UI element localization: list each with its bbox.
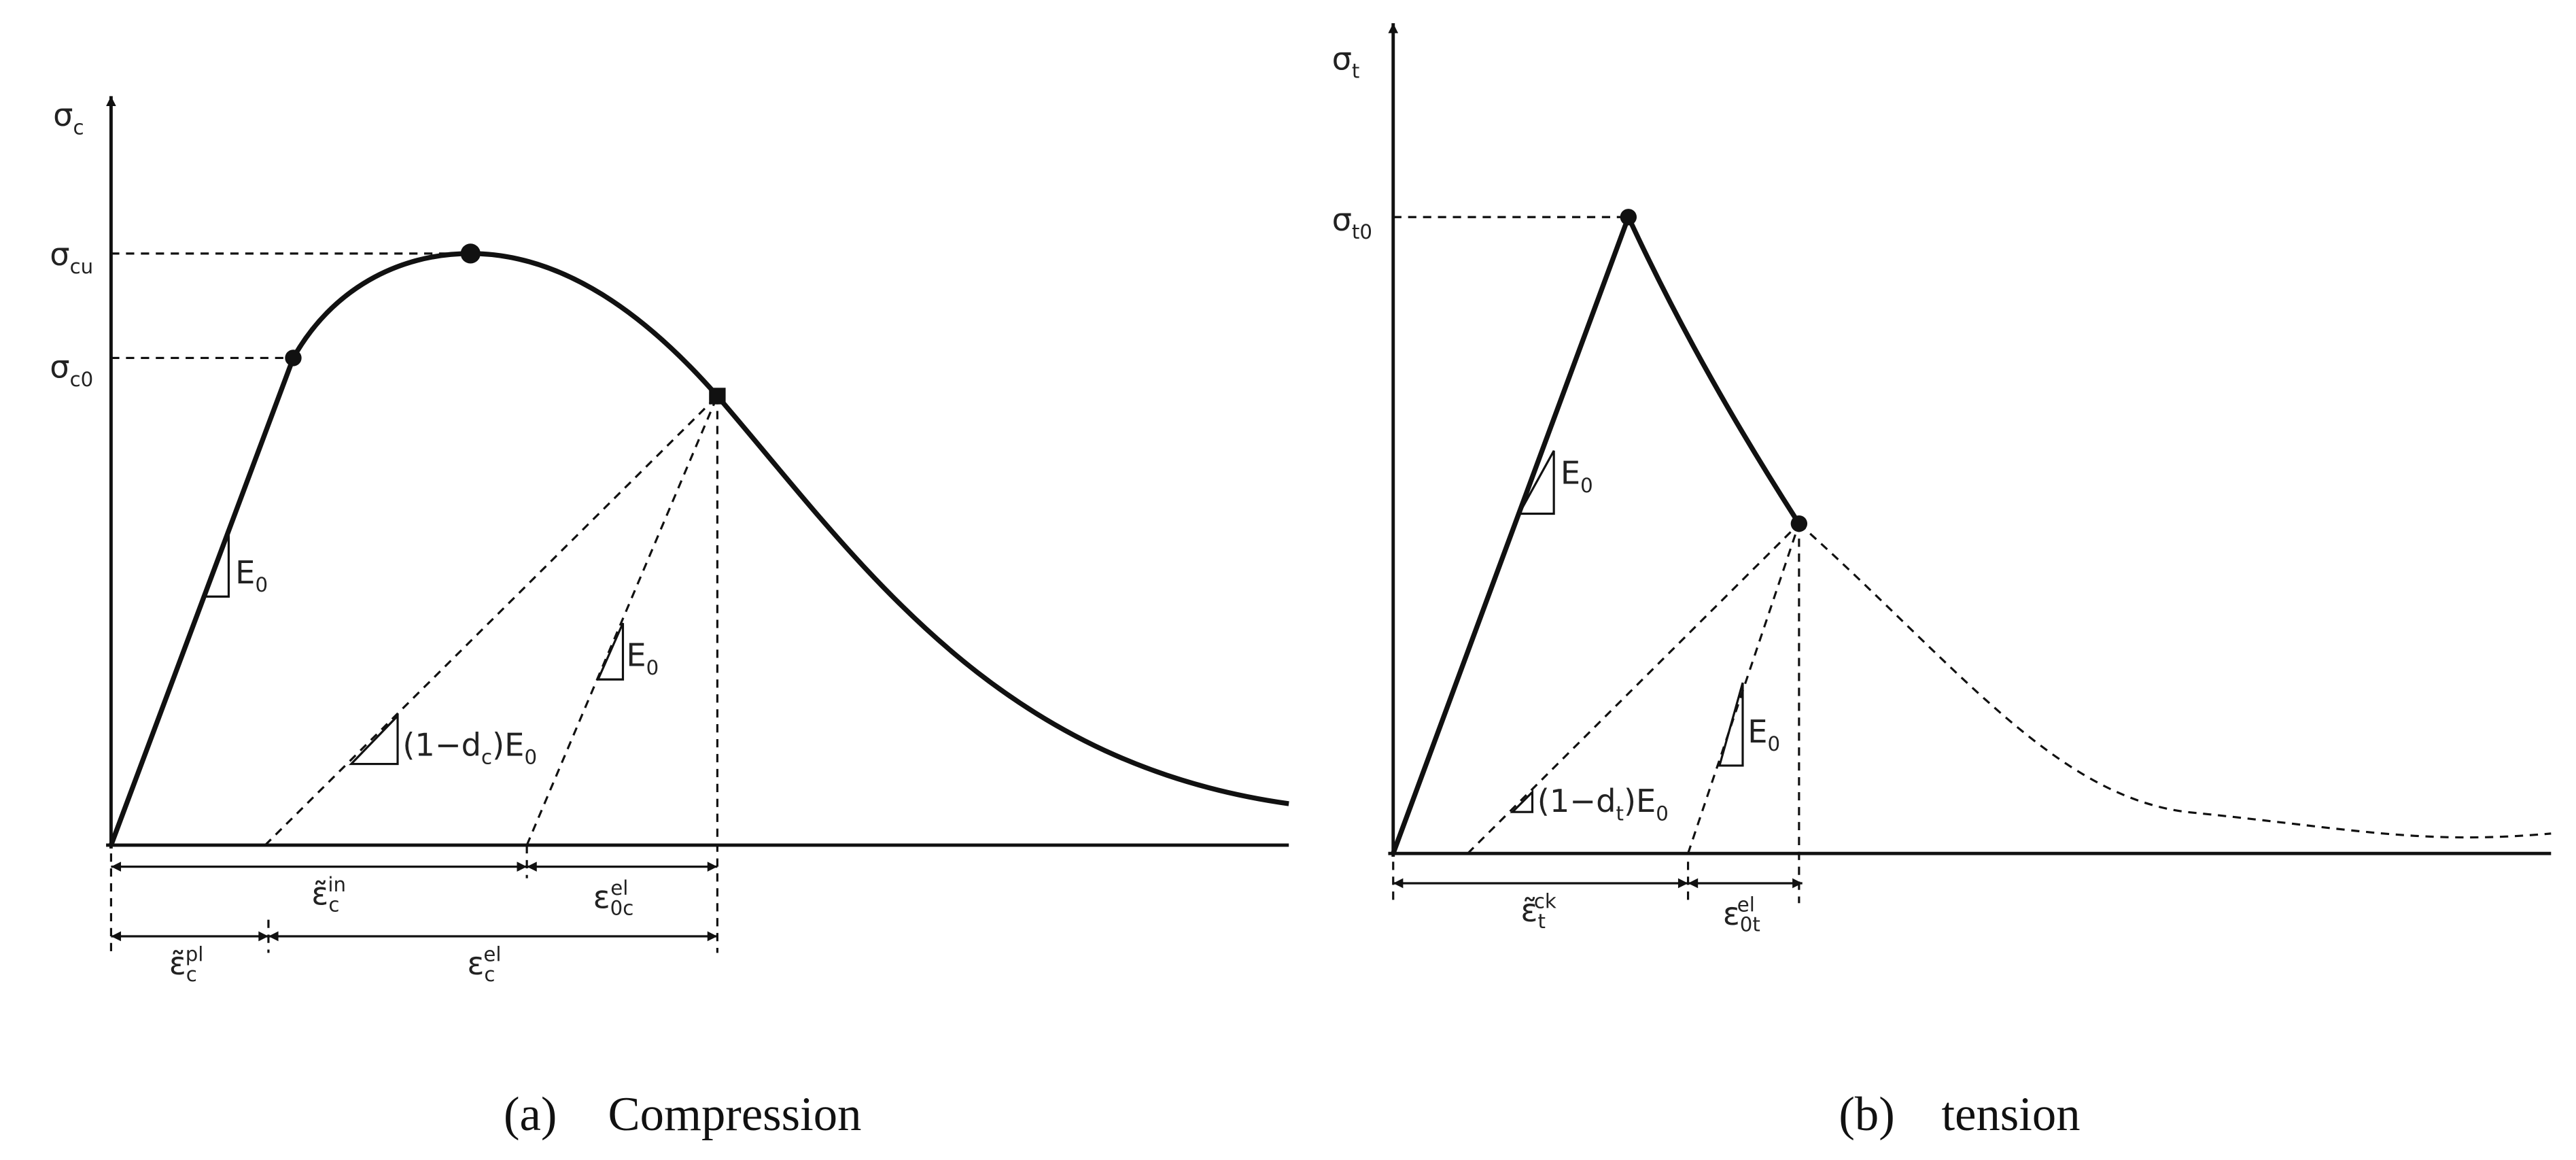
axis-label: σc0 — [50, 349, 93, 391]
unload-line — [1467, 523, 1800, 855]
dimension-label: ε̃tck — [1520, 890, 1556, 933]
slope-triangle — [349, 713, 399, 766]
unload-line — [525, 395, 718, 846]
slope-label: E0 — [1747, 713, 1780, 755]
unload-line — [264, 395, 718, 847]
caption: Compression — [608, 1088, 862, 1141]
slope-label: (1−dc)E0 — [402, 726, 537, 768]
dimension-label: ε̃cpl — [169, 943, 204, 986]
axis-label: σc — [53, 97, 84, 139]
compression-panel: σc σcu σc0 E0 E0 (1−dc)E0 ε̃cin ε0cel ε̃… — [50, 96, 1289, 1141]
point — [460, 243, 481, 264]
caption-tag: (b) — [1839, 1088, 1894, 1141]
point — [1620, 209, 1637, 226]
slope-label: E0 — [235, 554, 268, 596]
axis-label: σt0 — [1332, 201, 1372, 243]
point — [709, 388, 726, 405]
slope-triangle — [204, 530, 230, 598]
slope-triangle — [1517, 450, 1555, 515]
dimension-label: ε̃cin — [311, 873, 346, 916]
slope-label: E0 — [1561, 455, 1593, 497]
stress-curve — [108, 251, 1289, 847]
softening-curve — [1798, 522, 2552, 839]
caption-tag: (a) — [504, 1088, 557, 1141]
dimension-label: εcel — [467, 943, 501, 986]
slope-triangle — [596, 622, 625, 681]
unload-line — [1687, 523, 1800, 854]
slope-triangle — [1510, 789, 1534, 813]
slope-triangle — [1718, 682, 1744, 767]
slope-label: E0 — [626, 637, 659, 679]
dimension-label: ε0cel — [593, 876, 634, 919]
axis-label: σt — [1332, 40, 1360, 82]
caption: tension — [1941, 1088, 2080, 1141]
stress-curve — [1391, 210, 1801, 855]
point — [1790, 515, 1808, 532]
point — [285, 349, 302, 366]
axis-label: σcu — [50, 236, 93, 278]
slope-label: (1−dt)E0 — [1537, 783, 1669, 825]
tension-panel: σt σt0 E0 E0 (1−dt)E0 ε̃tck ε0tel (b) te… — [1332, 23, 2552, 1141]
dimension-label: ε0tel — [1723, 893, 1760, 936]
